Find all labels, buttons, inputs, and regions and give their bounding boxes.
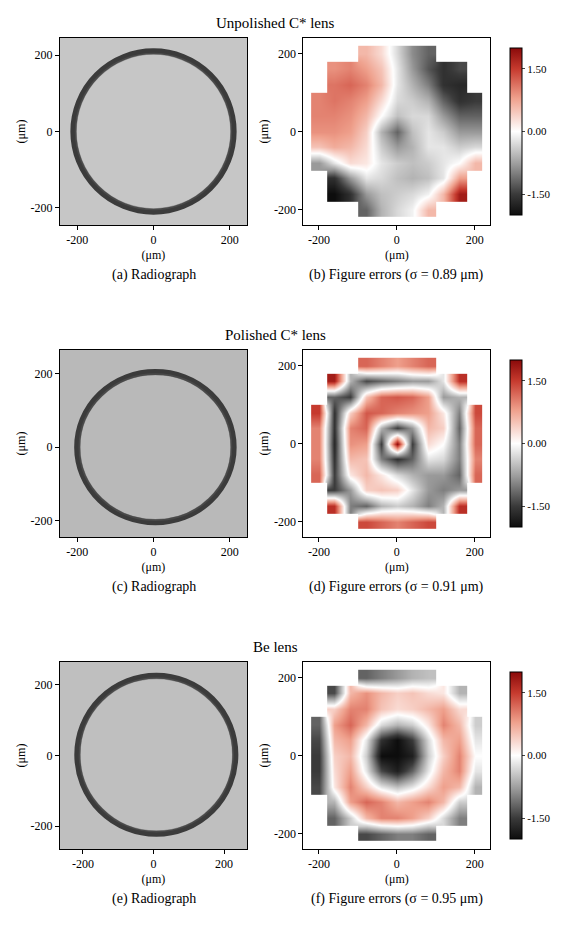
svg-text:Unpolished C* lens: Unpolished C* lens [216,15,334,31]
svg-text:(μm): (μm) [14,744,28,768]
svg-text:0: 0 [151,233,157,247]
svg-text:-200: -200 [66,233,88,247]
svg-text:-200: -200 [66,545,88,559]
svg-text:200: 200 [221,545,239,559]
svg-text:-200: -200 [31,514,53,528]
svg-text:-1.50: -1.50 [527,500,550,512]
svg-text:0: 0 [151,857,157,871]
svg-text:(μm): (μm) [14,432,28,456]
svg-text:0: 0 [394,545,400,559]
svg-text:-200: -200 [31,819,53,833]
svg-text:(μm): (μm) [385,248,409,262]
svg-text:-200: -200 [308,545,330,559]
svg-text:-200: -200 [274,515,296,529]
svg-text:0: 0 [290,437,296,451]
svg-text:0: 0 [394,857,400,871]
svg-text:1.50: 1.50 [527,63,547,75]
svg-text:0: 0 [290,749,296,763]
svg-text:0: 0 [290,125,296,139]
svg-text:-200: -200 [31,201,53,215]
svg-text:-200: -200 [308,857,330,871]
svg-text:(μm): (μm) [385,872,409,886]
svg-text:(f) Figure errors (σ = 0.95 μm: (f) Figure errors (σ = 0.95 μm) [311,891,483,907]
svg-text:0: 0 [151,545,157,559]
svg-text:0.00: 0.00 [527,125,547,137]
svg-text:0.00: 0.00 [527,437,547,449]
svg-text:1.50: 1.50 [527,687,547,699]
svg-text:200: 200 [466,545,484,559]
svg-text:(e) Radiograph: (e) Radiograph [112,891,196,907]
svg-text:1.50: 1.50 [527,375,547,387]
svg-text:-200: -200 [274,827,296,841]
svg-text:-1.50: -1.50 [527,812,550,824]
svg-text:-200: -200 [72,857,94,871]
svg-text:200: 200 [466,233,484,247]
svg-text:200: 200 [35,678,53,692]
svg-text:(μm): (μm) [257,120,271,144]
svg-text:0: 0 [47,440,53,454]
svg-text:(c) Radiograph: (c) Radiograph [112,579,196,595]
svg-text:(d) Figure errors (σ = 0.91 μm: (d) Figure errors (σ = 0.91 μm) [309,579,484,595]
svg-text:-200: -200 [308,233,330,247]
svg-text:200: 200 [221,233,239,247]
svg-text:(μm): (μm) [142,872,166,886]
svg-text:(b) Figure errors (σ = 0.89 μm: (b) Figure errors (σ = 0.89 μm) [309,267,484,283]
svg-text:200: 200 [278,47,296,61]
svg-text:(μm): (μm) [142,560,166,574]
svg-text:-200: -200 [274,203,296,217]
svg-text:(μm): (μm) [385,560,409,574]
svg-text:0: 0 [47,125,53,139]
svg-text:200: 200 [215,857,233,871]
svg-text:-1.50: -1.50 [527,188,550,200]
svg-text:Be lens: Be lens [253,639,298,655]
svg-text:200: 200 [466,857,484,871]
svg-text:Polished C* lens: Polished C* lens [225,327,326,343]
svg-text:(μm): (μm) [142,248,166,262]
svg-text:0: 0 [394,233,400,247]
svg-text:0: 0 [47,749,53,763]
svg-text:(a) Radiograph: (a) Radiograph [112,267,196,283]
svg-text:(μm): (μm) [14,120,28,144]
svg-text:0.00: 0.00 [527,749,547,761]
svg-text:(μm): (μm) [257,744,271,768]
svg-text:200: 200 [35,48,53,62]
svg-text:200: 200 [278,359,296,373]
svg-text:200: 200 [35,367,53,381]
svg-text:(μm): (μm) [257,432,271,456]
svg-text:200: 200 [278,671,296,685]
